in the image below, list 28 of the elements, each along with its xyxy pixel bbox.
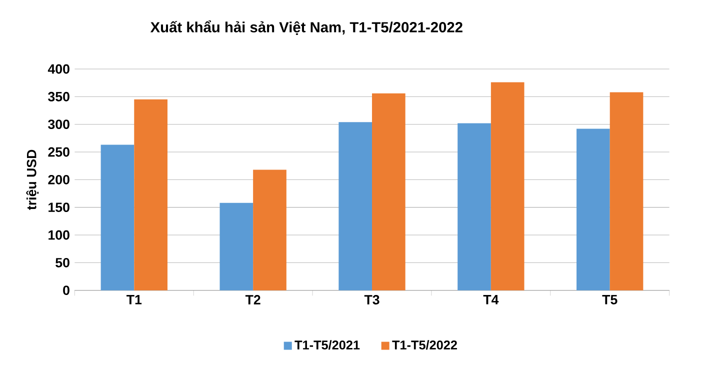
y-tick-label: 50 xyxy=(56,258,70,268)
y-tick-label: 150 xyxy=(48,202,70,212)
bar xyxy=(490,82,524,290)
bar xyxy=(100,144,134,290)
legend-label: T1-T5/2022 xyxy=(392,340,457,350)
y-tick-label: 100 xyxy=(48,230,70,240)
bar xyxy=(610,92,644,290)
bar xyxy=(458,123,491,290)
bar xyxy=(576,128,610,290)
y-tick-label: 200 xyxy=(48,174,70,184)
bar xyxy=(372,93,406,290)
bar xyxy=(220,202,254,290)
y-tick-label: 0 xyxy=(63,286,70,296)
chart-title: Xuất khẩu hải sản Việt Nam, T1-T5/2021-2022 xyxy=(150,20,462,35)
x-tick-label: T2 xyxy=(245,295,260,304)
bar xyxy=(253,170,286,290)
y-tick-label: 250 xyxy=(48,147,70,157)
y-axis-title: triệu USD xyxy=(26,150,39,210)
x-tick-label: T1 xyxy=(126,295,142,304)
y-tick-label: 300 xyxy=(48,120,70,130)
y-tick-label: 400 xyxy=(48,64,70,74)
y-tick-label: 350 xyxy=(48,92,70,102)
bar xyxy=(134,99,168,290)
legend-label: T1-T5/2021 xyxy=(294,340,360,350)
x-tick-label: T5 xyxy=(602,295,618,304)
x-tick-label: T3 xyxy=(364,295,380,304)
bar xyxy=(338,122,372,290)
x-tick-label: T4 xyxy=(483,295,499,304)
